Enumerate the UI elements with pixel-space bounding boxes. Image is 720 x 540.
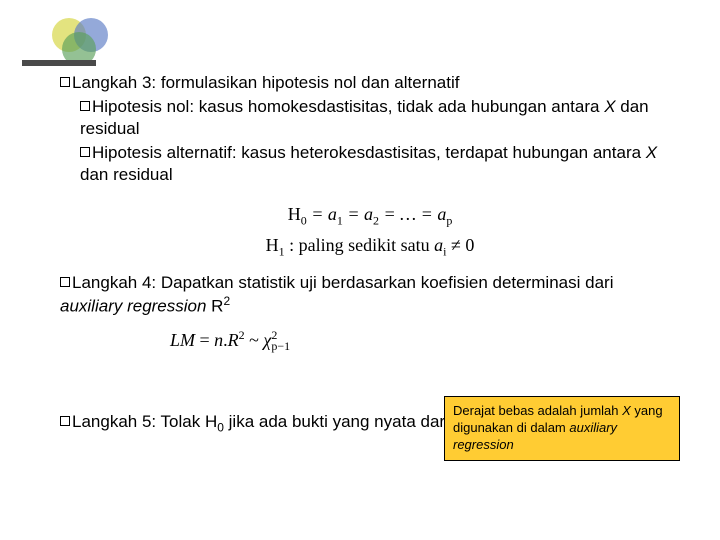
step4-suffix: R [206, 297, 223, 316]
checkbox-icon [60, 77, 70, 87]
step3-sub2-var: X [646, 143, 657, 162]
step4-italic: auxiliary regression [60, 297, 206, 316]
formula-h1-mid: : paling sedikit satu [285, 235, 434, 255]
step3-line: Langkah 3: formulasikan hipotesis nol da… [60, 72, 680, 94]
checkbox-icon [60, 277, 70, 287]
step5-prefix: Langkah 5: Tolak H [72, 412, 217, 431]
note-prefix: Derajat bebas adalah jumlah [453, 403, 622, 418]
step3-text: Langkah 3: formulasikan hipotesis nol da… [72, 73, 459, 92]
divider-bar [22, 60, 96, 66]
step4-line: Langkah 4: Dapatkan statistik uji berdas… [60, 272, 680, 318]
step4-exp: 2 [223, 294, 230, 308]
step3-sub1: Hipotesis nol: kasus homokesdastisitas, … [80, 96, 680, 140]
step3-sub2-prefix: Hipotesis alternatif: kasus heterokesdas… [92, 143, 646, 162]
note-var: X [622, 403, 631, 418]
formula-h0: H0 = a1 = a2 = … = ap [60, 200, 680, 231]
formula-lm: LM = n.R2 ~ χ2p−1 [170, 328, 680, 355]
step4-prefix: Langkah 4: Dapatkan statistik uji berdas… [72, 273, 613, 292]
step3-sub1-prefix: Hipotesis nol: kasus homokesdastisitas, … [92, 97, 604, 116]
logo-circles [52, 18, 122, 66]
step3-sub1-var: X [604, 97, 615, 116]
step5-sub: 0 [217, 420, 224, 434]
checkbox-icon [60, 416, 70, 426]
checkbox-icon [80, 147, 90, 157]
formula-h1: H1 : paling sedikit satu ai ≠ 0 [60, 231, 680, 262]
step3-sub2-suffix: dan residual [80, 165, 173, 184]
slide-content: Langkah 3: formulasikan hipotesis nol da… [60, 72, 680, 438]
step3-sub2: Hipotesis alternatif: kasus heterokesdas… [80, 142, 680, 186]
formula-h0-h1: H0 = a1 = a2 = … = ap H1 : paling sediki… [60, 200, 680, 262]
note-box: Derajat bebas adalah jumlah X yang digun… [444, 396, 680, 461]
checkbox-icon [80, 101, 90, 111]
